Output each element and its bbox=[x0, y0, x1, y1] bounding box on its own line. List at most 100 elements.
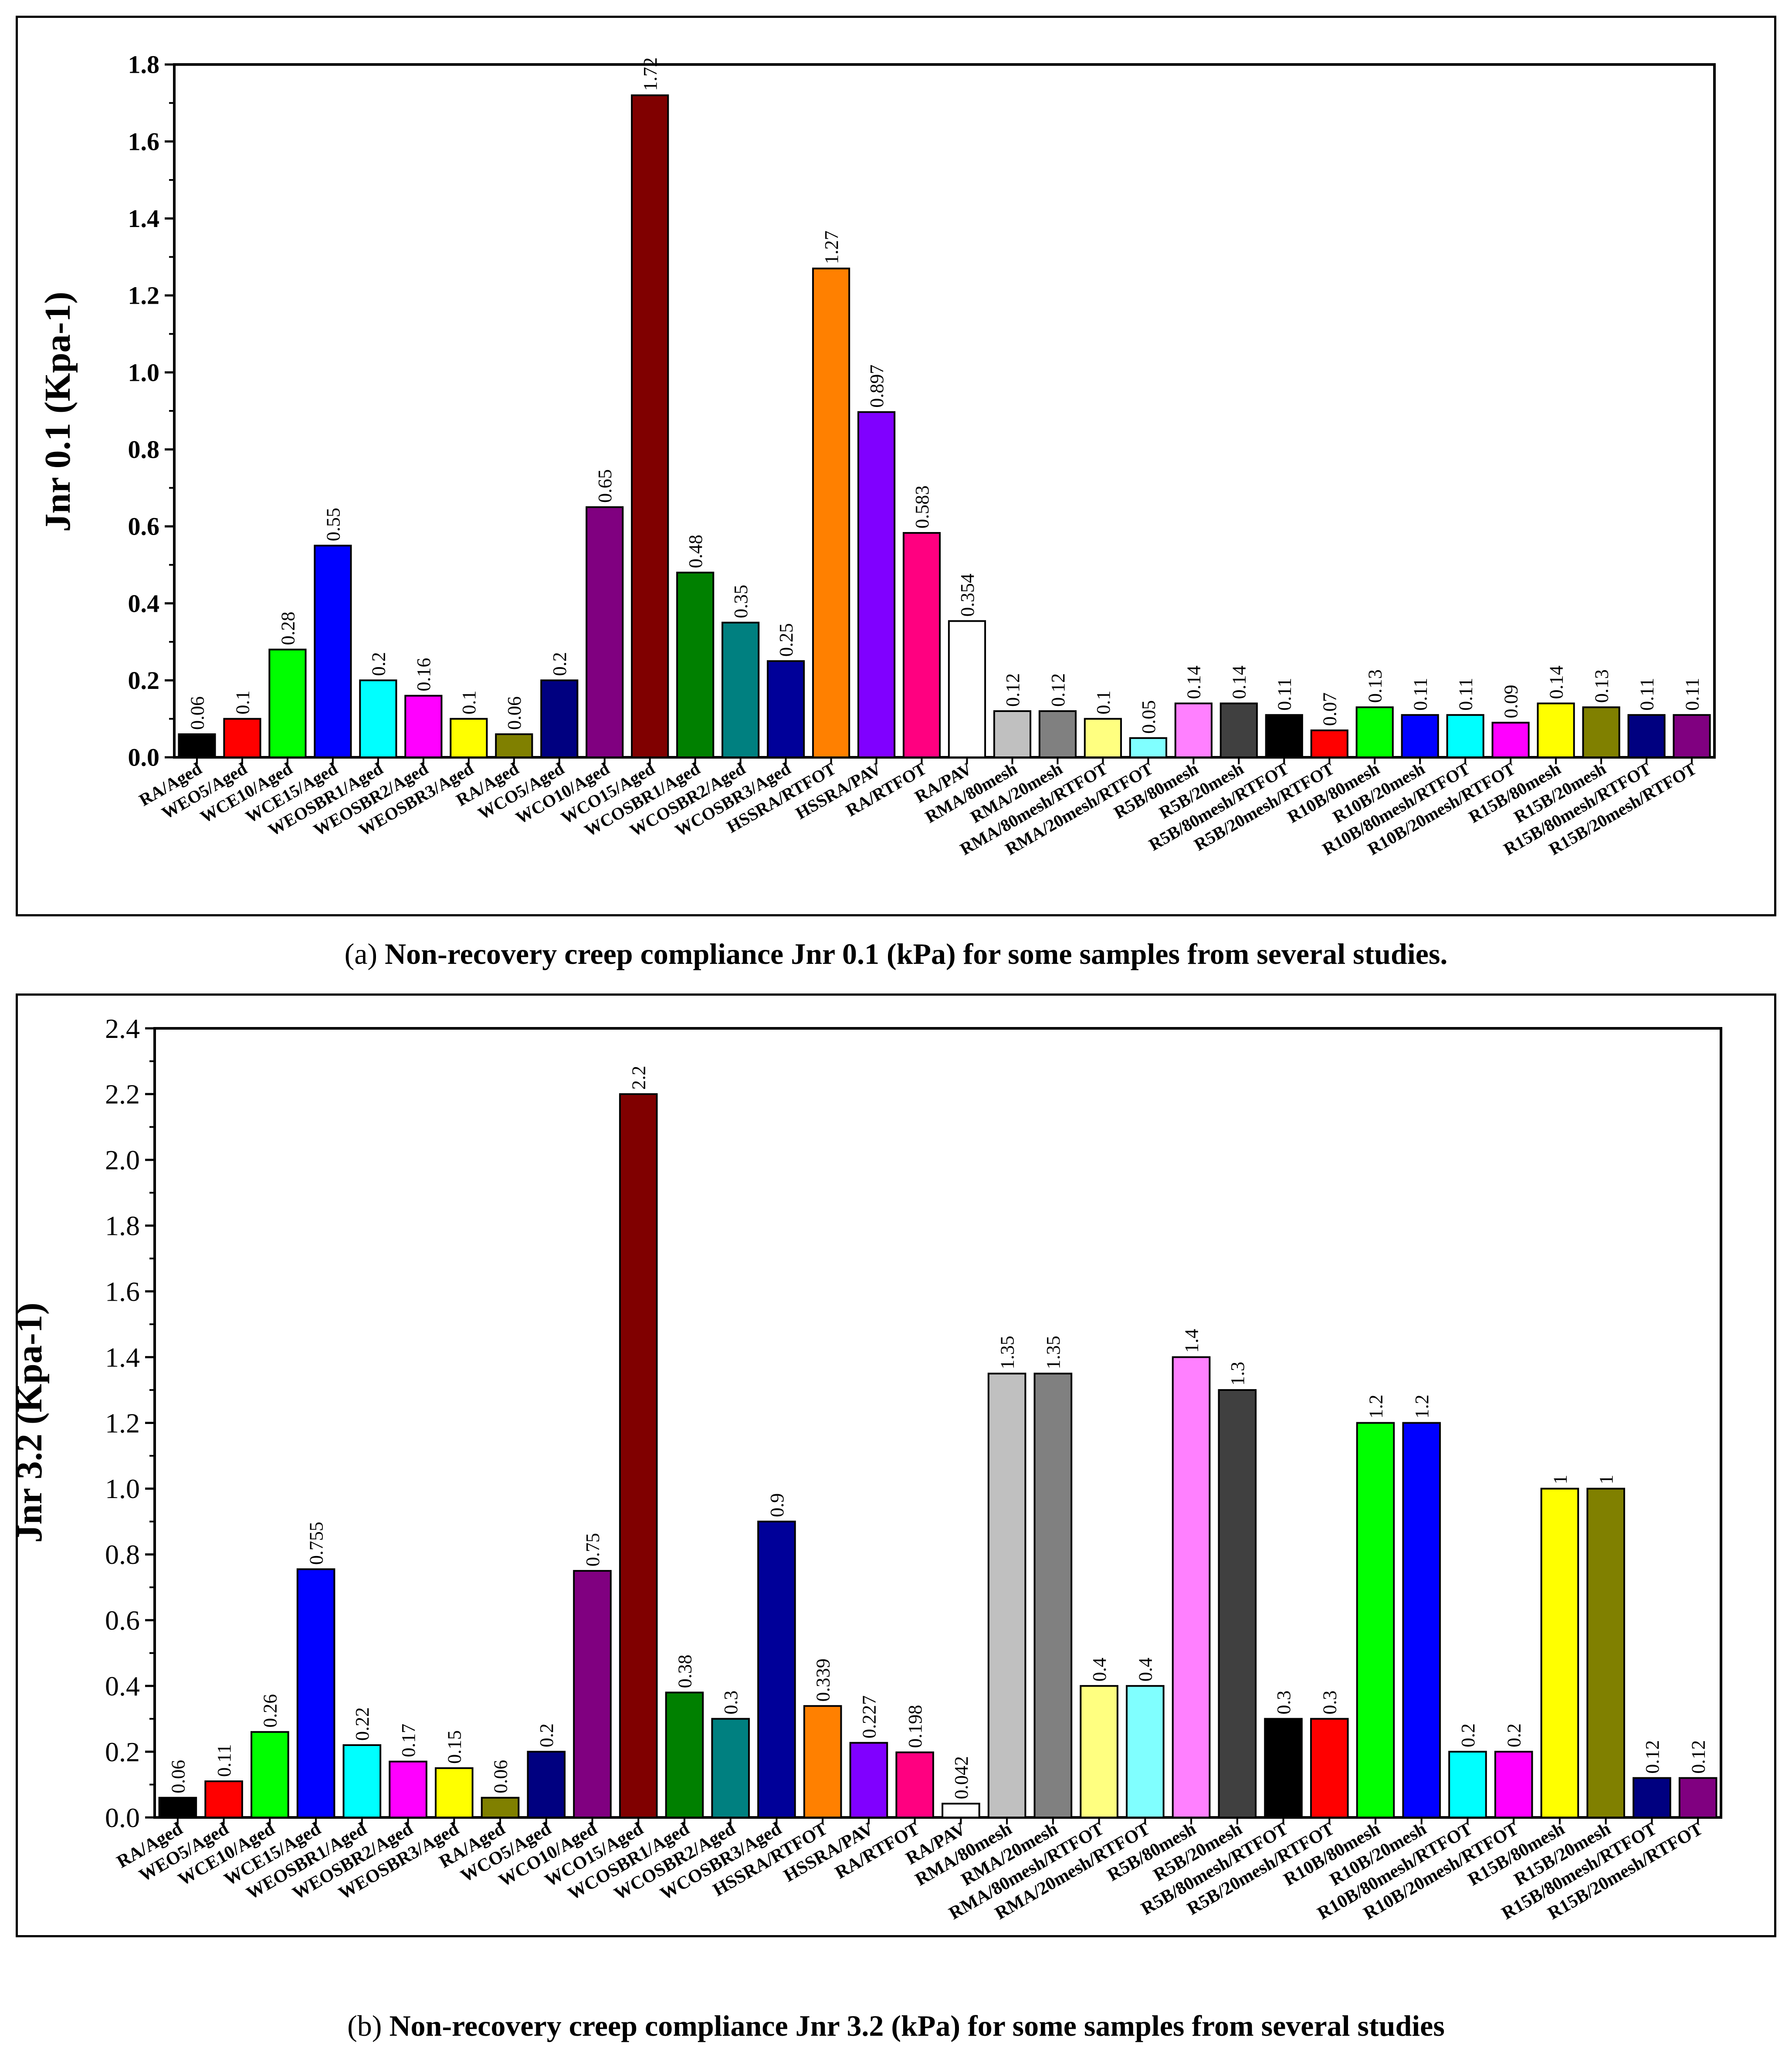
bar-chart-jnr-3.2: 0.0 0.2 0.4 0.6 0.8 1.0 1.2 1.4 1.6 1.8 2.0 2.2 2.4 J… bbox=[9, 1013, 1722, 1924]
data-label: 0.13 bbox=[1365, 669, 1386, 703]
y-tick-label: 1.0 bbox=[105, 1473, 140, 1504]
data-label: 0.1 bbox=[1093, 691, 1114, 715]
data-label: 0.07 bbox=[1319, 692, 1341, 726]
bar bbox=[1218, 1389, 1257, 1819]
data-label: 0.14 bbox=[1183, 665, 1205, 699]
y-tick-label: 0.4 bbox=[105, 1671, 140, 1702]
data-label: 1.4 bbox=[1181, 1329, 1202, 1353]
bar-chart-jnr-0.1: 0.0 0.2 0.4 0.6 0.8 1.0 1.2 1.4 1.6 1.8 Jnr 0.1 (K… bbox=[37, 51, 1716, 859]
data-label: 1.3 bbox=[1227, 1362, 1248, 1386]
data-label: 1.2 bbox=[1411, 1395, 1433, 1419]
caption-a: (a) Non-recovery creep compliance Jnr 0.… bbox=[0, 937, 1792, 971]
bar bbox=[404, 695, 443, 758]
data-label: 1.35 bbox=[997, 1336, 1018, 1369]
bar bbox=[481, 1797, 520, 1819]
plot-area bbox=[153, 1027, 1722, 1819]
data-label: 0.17 bbox=[398, 1724, 419, 1757]
figure-panel-a bbox=[16, 16, 1776, 916]
data-label: 0.2 bbox=[549, 652, 570, 676]
bar bbox=[1633, 1777, 1671, 1818]
y-tick-label: 1.2 bbox=[105, 1407, 140, 1438]
bar bbox=[540, 679, 579, 759]
bar bbox=[434, 1767, 474, 1818]
bar bbox=[342, 1744, 382, 1819]
data-label: 0.3 bbox=[1319, 1691, 1341, 1715]
bar bbox=[711, 1718, 750, 1818]
y-tick-label: 2.2 bbox=[105, 1079, 140, 1110]
data-label: 1.72 bbox=[640, 58, 661, 91]
data-label: 0.16 bbox=[413, 658, 434, 692]
data-label: 0.06 bbox=[504, 696, 525, 730]
data-label: 0.3 bbox=[1273, 1691, 1294, 1715]
bar bbox=[1491, 722, 1530, 758]
bar bbox=[1540, 1488, 1579, 1819]
y-tick-label: 0.8 bbox=[128, 435, 160, 464]
data-label: 0.12 bbox=[1047, 673, 1069, 707]
y-axis-title: Jnr 0.1 (Kpa-1) bbox=[37, 292, 78, 532]
data-label: 0.55 bbox=[322, 508, 344, 541]
bar bbox=[359, 679, 397, 759]
data-label: 0.2 bbox=[368, 652, 389, 676]
data-label: 0.14 bbox=[1546, 665, 1567, 699]
bar bbox=[631, 94, 669, 759]
data-label: 0.15 bbox=[444, 1730, 465, 1764]
bar bbox=[1673, 714, 1711, 759]
bar bbox=[803, 1705, 842, 1819]
y-tick-label: 1.6 bbox=[128, 127, 160, 156]
data-label: 1.27 bbox=[821, 231, 842, 264]
data-label: 0.28 bbox=[277, 612, 298, 645]
bar bbox=[495, 733, 533, 758]
data-label: 0.75 bbox=[582, 1533, 603, 1566]
data-label: 0.11 bbox=[1274, 678, 1295, 710]
data-label: 2.2 bbox=[628, 1066, 650, 1090]
bar bbox=[1448, 1751, 1487, 1818]
data-label: 0.12 bbox=[1642, 1740, 1663, 1773]
y-tick-label: 0.4 bbox=[128, 589, 160, 617]
caption-b-text: Non-recovery creep compliance Jnr 3.2 (k… bbox=[389, 2009, 1445, 2042]
bar bbox=[251, 1731, 289, 1819]
data-label: 0.06 bbox=[167, 1760, 189, 1793]
bar bbox=[1678, 1777, 1717, 1818]
bar bbox=[1126, 1685, 1165, 1819]
data-label: 0.25 bbox=[776, 623, 797, 657]
data-label: 0.09 bbox=[1501, 685, 1522, 719]
bar bbox=[204, 1780, 243, 1819]
data-label: 0.06 bbox=[490, 1760, 511, 1793]
bar bbox=[1537, 702, 1575, 759]
data-label: 0.339 bbox=[813, 1658, 834, 1702]
data-label: 0.042 bbox=[951, 1756, 972, 1799]
bar bbox=[1355, 706, 1394, 758]
y-tick-label: 0.2 bbox=[128, 666, 160, 695]
data-label: 0.14 bbox=[1229, 665, 1250, 699]
bar bbox=[450, 718, 488, 758]
data-label: 0.2 bbox=[1504, 1723, 1525, 1747]
bar bbox=[1494, 1751, 1533, 1818]
bar bbox=[1627, 714, 1666, 759]
caption-b: (b) Non-recovery creep compliance Jnr 3.… bbox=[0, 2009, 1792, 2043]
y-tick-label: 1.8 bbox=[105, 1210, 140, 1241]
bar bbox=[527, 1751, 566, 1818]
y-tick-label: 1.4 bbox=[105, 1342, 140, 1373]
caption-a-label: (a) bbox=[344, 937, 378, 970]
bar bbox=[987, 1373, 1026, 1818]
data-label: 0.755 bbox=[305, 1522, 327, 1565]
y-tick-label: 0.6 bbox=[128, 512, 160, 541]
data-label: 0.11 bbox=[1636, 678, 1657, 710]
bar bbox=[942, 1803, 980, 1819]
data-label: 0.198 bbox=[904, 1705, 926, 1748]
data-label: 0.4 bbox=[1135, 1658, 1156, 1682]
data-label: 0.12 bbox=[1688, 1740, 1709, 1773]
y-tick-label: 0.6 bbox=[105, 1605, 140, 1636]
bar bbox=[1220, 702, 1258, 759]
bar bbox=[619, 1093, 658, 1819]
data-label: 0.06 bbox=[186, 696, 208, 730]
data-label: 0.22 bbox=[352, 1707, 373, 1741]
bar bbox=[1174, 702, 1213, 759]
data-label: 0.13 bbox=[1591, 669, 1612, 703]
bar bbox=[158, 1797, 197, 1819]
bar bbox=[1356, 1422, 1395, 1818]
data-label: 0.38 bbox=[674, 1654, 695, 1688]
bar bbox=[1172, 1356, 1211, 1818]
y-tick-label: 0.2 bbox=[105, 1736, 140, 1767]
data-label: 0.227 bbox=[858, 1695, 880, 1739]
